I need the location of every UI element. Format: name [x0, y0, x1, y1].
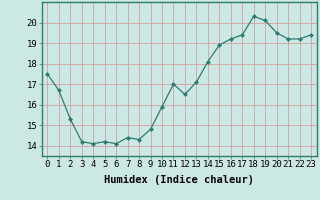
- X-axis label: Humidex (Indice chaleur): Humidex (Indice chaleur): [104, 175, 254, 185]
